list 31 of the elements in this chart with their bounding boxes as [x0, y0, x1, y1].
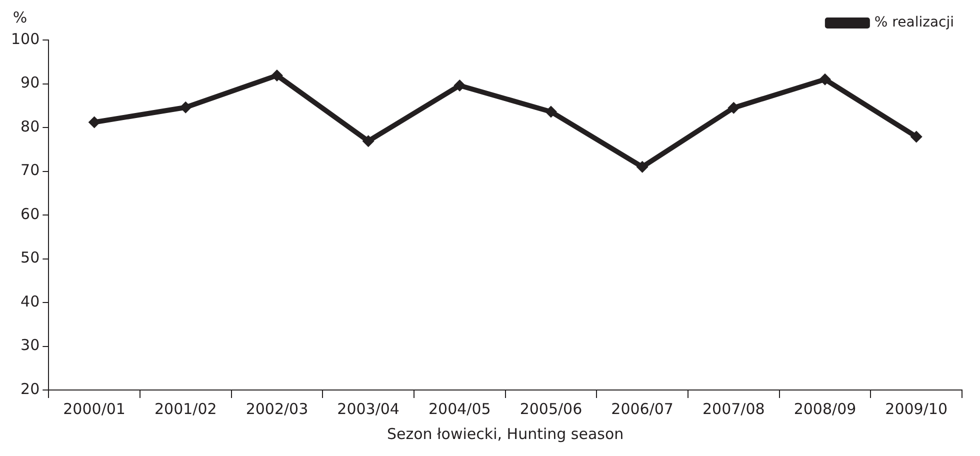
- y-tick-label: 50: [20, 248, 40, 267]
- legend-label: % realizacji: [874, 14, 954, 31]
- x-tick-label: 2008/09: [794, 400, 856, 418]
- point: [362, 135, 374, 148]
- x-tick-label: 2001/02: [154, 400, 217, 418]
- y-tick-label: 20: [20, 380, 40, 398]
- point: [910, 130, 922, 143]
- y-tick-label: 100: [10, 30, 40, 48]
- y-tick-label: 70: [20, 161, 40, 180]
- point: [454, 80, 466, 92]
- x-tick-label: 2003/04: [337, 400, 400, 418]
- y-tick-label: 40: [20, 292, 40, 310]
- x-tick-label: 2004/05: [428, 400, 491, 418]
- y-tick-label: 60: [20, 204, 40, 223]
- x-tick-label: 2005/06: [520, 400, 582, 418]
- x-axis-title: Sezon łowiecki, Hunting season: [386, 424, 624, 443]
- y-tick-label: 30: [20, 336, 40, 354]
- x-tick-label: 2007/08: [702, 400, 765, 418]
- y-axis-title: %: [12, 8, 28, 26]
- point: [818, 73, 831, 86]
- x-tick-label: 2006/07: [611, 400, 674, 418]
- x-tick-label: 2000/01: [63, 400, 126, 418]
- y-tick-label: 90: [20, 74, 40, 92]
- point: [270, 69, 283, 82]
- point: [636, 160, 648, 173]
- point: [544, 106, 557, 118]
- y-tick-label: 80: [20, 117, 40, 136]
- x-tick-label: 2002/03: [246, 400, 308, 418]
- x-tick-label: 2009/10: [885, 400, 948, 418]
- point: [180, 101, 192, 114]
- point: [728, 102, 740, 114]
